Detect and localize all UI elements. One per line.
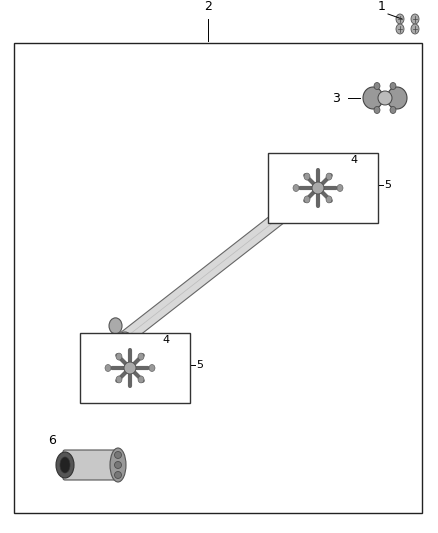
Ellipse shape [149, 365, 155, 372]
Ellipse shape [326, 196, 332, 203]
Ellipse shape [411, 24, 419, 34]
Text: 4: 4 [351, 155, 358, 165]
Ellipse shape [293, 184, 299, 191]
Ellipse shape [387, 87, 407, 109]
Bar [268, 153, 378, 223]
Text: 4: 4 [163, 335, 170, 345]
Ellipse shape [390, 107, 396, 114]
Ellipse shape [304, 173, 310, 180]
Ellipse shape [314, 158, 327, 174]
Ellipse shape [116, 353, 122, 360]
Bar [80, 333, 190, 403]
Text: 1: 1 [378, 0, 386, 13]
FancyBboxPatch shape [63, 450, 117, 480]
Ellipse shape [390, 83, 396, 90]
Circle shape [312, 182, 324, 194]
Ellipse shape [411, 14, 419, 24]
Text: 5: 5 [196, 360, 203, 370]
Ellipse shape [119, 332, 131, 344]
Ellipse shape [324, 172, 336, 184]
Circle shape [124, 362, 136, 374]
Text: 5: 5 [384, 180, 391, 190]
Ellipse shape [116, 376, 122, 383]
Circle shape [114, 472, 121, 479]
Bar [14, 43, 422, 513]
Ellipse shape [337, 184, 343, 191]
Ellipse shape [109, 318, 122, 334]
Text: 6: 6 [48, 433, 56, 447]
Ellipse shape [374, 107, 380, 114]
Ellipse shape [60, 457, 70, 473]
Ellipse shape [304, 196, 310, 203]
Ellipse shape [56, 452, 74, 478]
Circle shape [114, 451, 121, 458]
Circle shape [114, 462, 121, 469]
Polygon shape [121, 173, 334, 343]
Ellipse shape [138, 376, 144, 383]
Ellipse shape [105, 365, 111, 372]
Ellipse shape [138, 353, 144, 360]
Ellipse shape [110, 448, 126, 482]
Text: 2: 2 [204, 0, 212, 13]
Ellipse shape [378, 91, 392, 105]
Ellipse shape [333, 182, 346, 198]
Ellipse shape [363, 87, 383, 109]
Ellipse shape [326, 173, 332, 180]
Ellipse shape [128, 342, 141, 358]
Ellipse shape [396, 14, 404, 24]
Ellipse shape [396, 24, 404, 34]
Ellipse shape [374, 83, 380, 90]
Text: 3: 3 [332, 92, 340, 104]
